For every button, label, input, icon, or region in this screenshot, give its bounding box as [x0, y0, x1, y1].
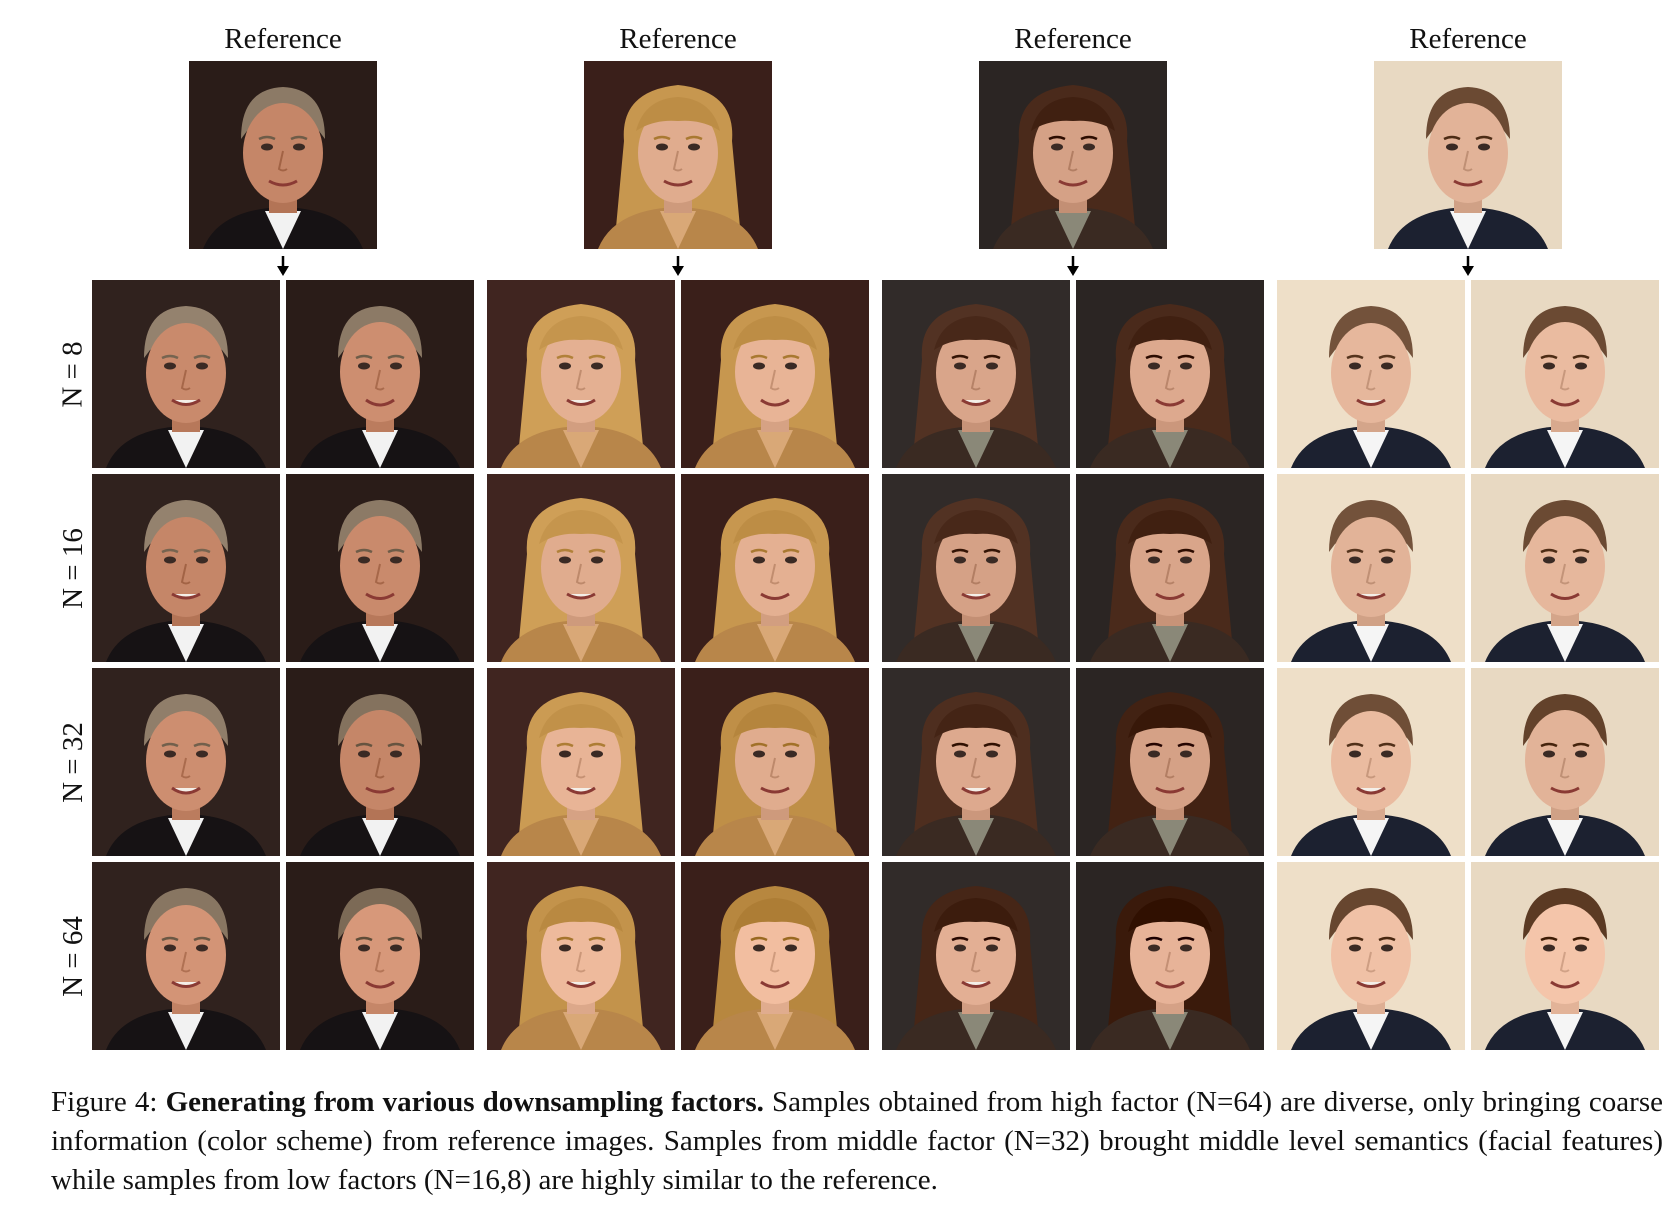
figure-caption: Figure 4: Generating from various downsa…: [51, 1083, 1663, 1200]
down-arrow-icon: [672, 256, 684, 276]
sample-image: [882, 280, 1070, 468]
reference-label: Reference: [1409, 23, 1527, 55]
sample-image: [882, 862, 1070, 1050]
sample-image: [1076, 668, 1264, 856]
down-arrow-icon: [277, 256, 289, 276]
sample-image: [286, 474, 474, 662]
caption-title: Generating from various downsampling fac…: [165, 1086, 764, 1118]
sample-image: [1277, 668, 1465, 856]
sample-image: [1076, 280, 1264, 468]
sample-image: [487, 668, 675, 856]
reference-image: [1374, 61, 1562, 249]
sample-image: [92, 474, 280, 662]
sample-image: [92, 668, 280, 856]
sample-image: [1471, 668, 1659, 856]
reference-image: [979, 61, 1167, 249]
sample-image: [681, 474, 869, 662]
sample-image: [681, 668, 869, 856]
down-arrow-icon: [1462, 256, 1474, 276]
reference-label: Reference: [1014, 23, 1132, 55]
sample-image: [286, 862, 474, 1050]
sample-image: [882, 668, 1070, 856]
sample-image: [92, 280, 280, 468]
sample-image: [1076, 862, 1264, 1050]
sample-image: [1277, 862, 1465, 1050]
sample-image: [487, 280, 675, 468]
sample-image: [1471, 474, 1659, 662]
reference-image: [584, 61, 772, 249]
reference-image: [189, 61, 377, 249]
caption-body: Samples obtained from high factor (N=64)…: [51, 1086, 1663, 1196]
sample-image: [1277, 280, 1465, 468]
sample-image: [92, 862, 280, 1050]
sample-image: [1471, 280, 1659, 468]
sample-image: [487, 474, 675, 662]
down-arrow-icon: [1067, 256, 1079, 276]
sample-image: [1277, 474, 1465, 662]
figure: Reference Reference Reference Reference: [57, 23, 1659, 1050]
sample-image: [882, 474, 1070, 662]
sample-image: [1471, 862, 1659, 1050]
sample-image: [681, 862, 869, 1050]
caption-prefix: Figure 4:: [51, 1086, 166, 1118]
sample-image: [286, 668, 474, 856]
reference-label: Reference: [619, 23, 737, 55]
sample-image: [1076, 474, 1264, 662]
reference-label: Reference: [224, 23, 342, 55]
sample-image: [487, 862, 675, 1050]
sample-image: [681, 280, 869, 468]
sample-image: [286, 280, 474, 468]
